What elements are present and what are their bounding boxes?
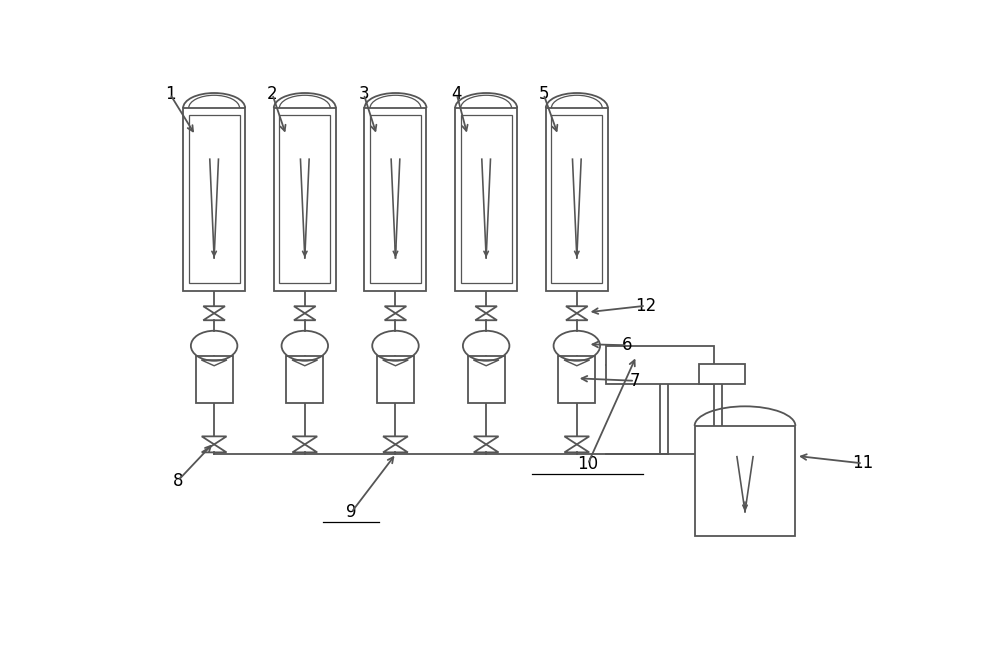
Bar xyxy=(606,346,714,384)
Bar xyxy=(274,108,336,291)
Text: 5: 5 xyxy=(538,85,549,103)
Bar xyxy=(695,426,795,536)
Text: 11: 11 xyxy=(852,454,873,473)
Bar xyxy=(455,108,517,291)
Bar xyxy=(189,115,240,283)
Text: 1: 1 xyxy=(165,85,175,103)
Bar xyxy=(364,108,426,291)
Bar xyxy=(183,108,245,291)
Bar xyxy=(377,356,414,403)
Bar xyxy=(546,108,608,291)
Text: 6: 6 xyxy=(622,336,632,354)
Text: 3: 3 xyxy=(358,85,369,103)
Text: 2: 2 xyxy=(267,85,278,103)
Bar xyxy=(461,115,512,283)
Bar xyxy=(196,356,233,403)
Bar xyxy=(468,356,505,403)
Text: 4: 4 xyxy=(451,85,462,103)
Text: 7: 7 xyxy=(630,372,640,390)
Text: 12: 12 xyxy=(635,297,656,315)
Text: 8: 8 xyxy=(172,472,183,490)
Text: 9: 9 xyxy=(346,504,357,521)
Bar xyxy=(286,356,323,403)
Bar xyxy=(558,356,595,403)
Bar xyxy=(279,115,330,283)
Text: 10: 10 xyxy=(577,456,598,473)
Bar xyxy=(698,364,745,384)
Bar xyxy=(370,115,421,283)
Bar xyxy=(551,115,602,283)
